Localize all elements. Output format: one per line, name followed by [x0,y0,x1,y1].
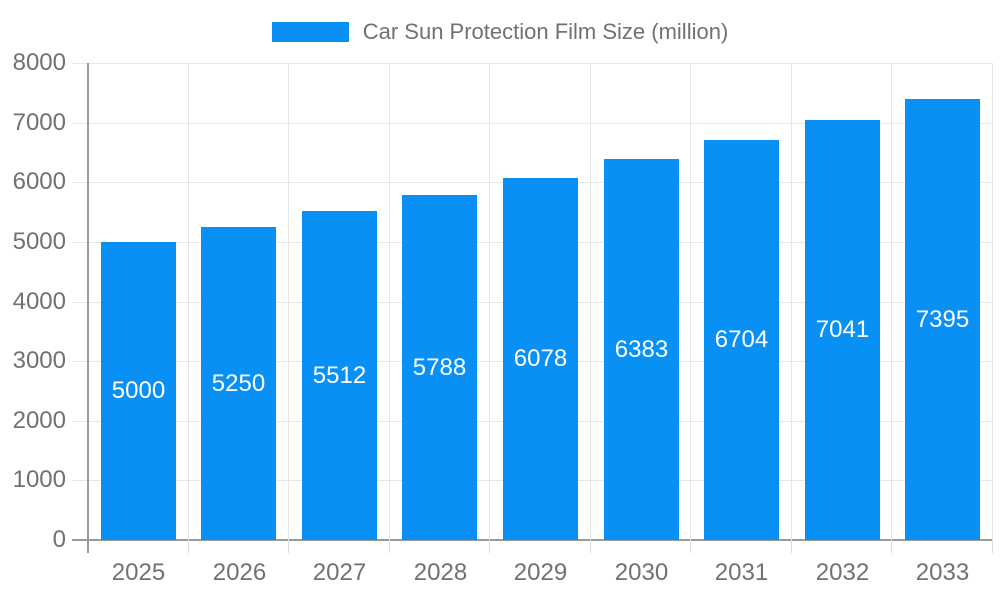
gridline-vertical [891,63,892,540]
x-tick-label: 2030 [614,559,669,586]
gridline-vertical [791,63,792,540]
y-tick-label: 0 [52,526,66,553]
x-axis-line [72,539,993,541]
bar-value-label: 6383 [614,336,669,363]
x-axis-tick [690,540,691,553]
y-tick-label: 4000 [12,288,66,315]
x-tick-label: 2028 [413,559,468,586]
gridline-vertical [188,63,189,540]
x-axis-tick [188,540,189,553]
x-axis-tick [891,540,892,553]
gridline-horizontal [72,123,993,124]
gridline-vertical [590,63,591,540]
gridline-vertical [288,63,289,540]
bar[interactable] [604,159,679,540]
y-tick-label: 8000 [12,49,66,76]
x-tick-label: 2033 [915,559,970,586]
bar[interactable] [704,140,779,540]
y-tick-label: 6000 [12,168,66,195]
x-tick-label: 2027 [312,559,367,586]
bar[interactable] [201,227,276,540]
y-tick-label: 7000 [12,109,66,136]
x-axis-tick [992,540,993,553]
x-axis-tick [87,540,89,553]
bar-value-label: 6078 [513,345,568,372]
bar-value-label: 7395 [915,306,970,333]
y-tick-label: 3000 [12,347,66,374]
gridline-vertical [690,63,691,540]
bar[interactable] [402,195,477,540]
x-axis-tick [489,540,490,553]
legend-label: Car Sun Protection Film Size (million) [362,19,729,44]
x-tick-label: 2026 [212,559,267,586]
x-tick-label: 2029 [513,559,568,586]
y-tick-label: 1000 [12,466,66,493]
gridline-horizontal [72,63,993,64]
x-axis-tick [590,540,591,553]
x-tick-label: 2032 [815,559,870,586]
gridline-vertical [489,63,490,540]
bar[interactable] [503,178,578,540]
bar[interactable] [302,211,377,540]
bar-value-label: 5788 [412,354,467,381]
bar-value-label: 5000 [111,377,166,404]
bar[interactable] [905,99,980,540]
y-tick-label: 5000 [12,228,66,255]
bar[interactable] [805,120,880,540]
legend: Car Sun Protection Film Size (million) [0,14,1000,50]
x-axis-tick [288,540,289,553]
bar-value-label: 5250 [211,370,266,397]
gridline-vertical [992,63,993,540]
x-axis-tick [389,540,390,553]
y-tick-label: 2000 [12,407,66,434]
bar-value-label: 6704 [714,326,769,353]
x-tick-label: 2025 [111,559,166,586]
plot-area: 0 1000 2000 3000 4000 5000 6000 7000 8000 5000 202… [13,49,993,586]
bar-value-label: 5512 [312,362,367,389]
legend-swatch [271,22,349,42]
bar[interactable] [101,242,176,540]
bar-value-label: 7041 [815,316,870,343]
x-tick-label: 2031 [714,559,769,586]
x-axis-tick [791,540,792,553]
y-axis-line [87,63,89,540]
gridline-vertical [389,63,390,540]
